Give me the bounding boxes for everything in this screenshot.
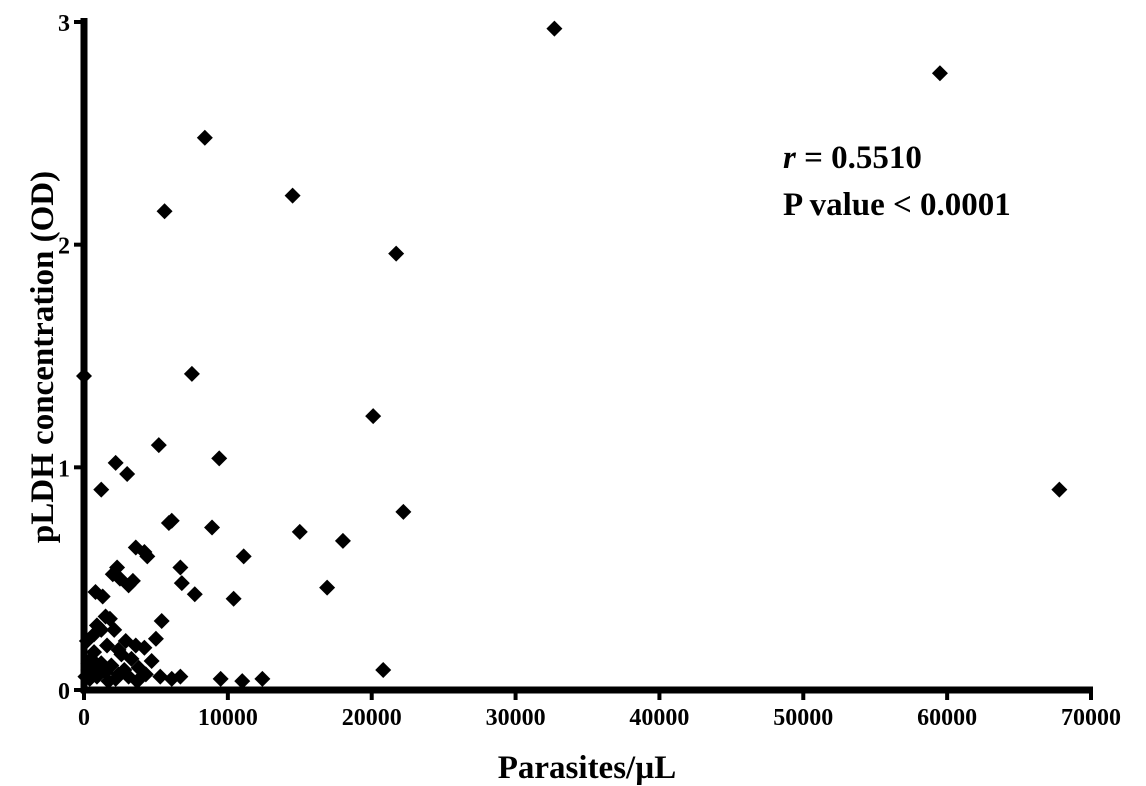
data-point [110, 666, 127, 683]
data-point [212, 670, 229, 687]
data-point [172, 559, 189, 576]
data-point [234, 673, 251, 690]
data-point [139, 548, 156, 565]
data-point [235, 548, 252, 565]
data-point [284, 187, 301, 204]
data-point [152, 668, 169, 685]
data-point [106, 621, 123, 638]
data-point [153, 612, 170, 629]
correlation-annotation: r = 0.5510 [783, 140, 922, 176]
x-tick-label: 50000 [773, 705, 833, 731]
y-tick-label: 1 [58, 456, 70, 482]
x-tick-label: 30000 [486, 705, 546, 731]
data-point [395, 503, 412, 520]
data-point [147, 630, 164, 647]
data-point [291, 523, 308, 540]
data-point [160, 515, 177, 531]
data-point [211, 450, 228, 467]
x-tick-label: 10000 [198, 705, 258, 731]
data-point [156, 203, 173, 220]
data-point [196, 129, 213, 146]
y-axis-ticks: 0 1 2 3 [58, 11, 84, 705]
x-tick-label: 70000 [1061, 705, 1121, 731]
data-point [388, 245, 405, 262]
data-point [123, 650, 140, 667]
y-tick-label: 2 [58, 234, 70, 260]
data-point [94, 588, 111, 605]
data-point [93, 481, 110, 498]
x-tick-label: 40000 [629, 705, 689, 731]
data-point [113, 646, 130, 663]
data-point [173, 575, 190, 592]
data-point [107, 454, 124, 471]
data-point [143, 653, 160, 670]
data-point [254, 670, 271, 687]
x-tick-label: 20000 [342, 705, 402, 731]
x-tick-label: 60000 [917, 705, 977, 731]
data-point [1051, 481, 1068, 498]
data-point [120, 577, 137, 594]
data-point [931, 65, 948, 82]
data-point [150, 437, 167, 454]
r-symbol: r [783, 140, 797, 176]
data-point [546, 20, 563, 37]
x-tick-label: 0 [78, 705, 90, 731]
data-point [225, 590, 242, 607]
data-point [172, 668, 189, 685]
data-point [119, 466, 136, 483]
data-point [365, 408, 382, 425]
x-axis-ticks: 0 10000 20000 30000 40000 50000 60000 70000 [78, 690, 1121, 731]
x-axis-title: Parasites/µL [498, 750, 677, 786]
data-point [129, 673, 146, 690]
y-axis-title: pLDH concentration (OD) [25, 171, 61, 543]
data-point [186, 586, 203, 603]
r-value: = 0.5510 [796, 140, 922, 176]
data-point [204, 519, 221, 536]
data-points [76, 20, 1068, 690]
p-value-annotation: P value < 0.0001 [783, 187, 1011, 223]
y-tick-label: 3 [58, 11, 70, 37]
data-point [124, 572, 141, 589]
data-point [136, 639, 153, 656]
data-point [375, 661, 392, 678]
data-point [334, 532, 351, 549]
data-point [183, 365, 200, 382]
y-tick-label: 0 [58, 679, 70, 705]
data-point [100, 673, 117, 690]
data-point [319, 579, 336, 596]
